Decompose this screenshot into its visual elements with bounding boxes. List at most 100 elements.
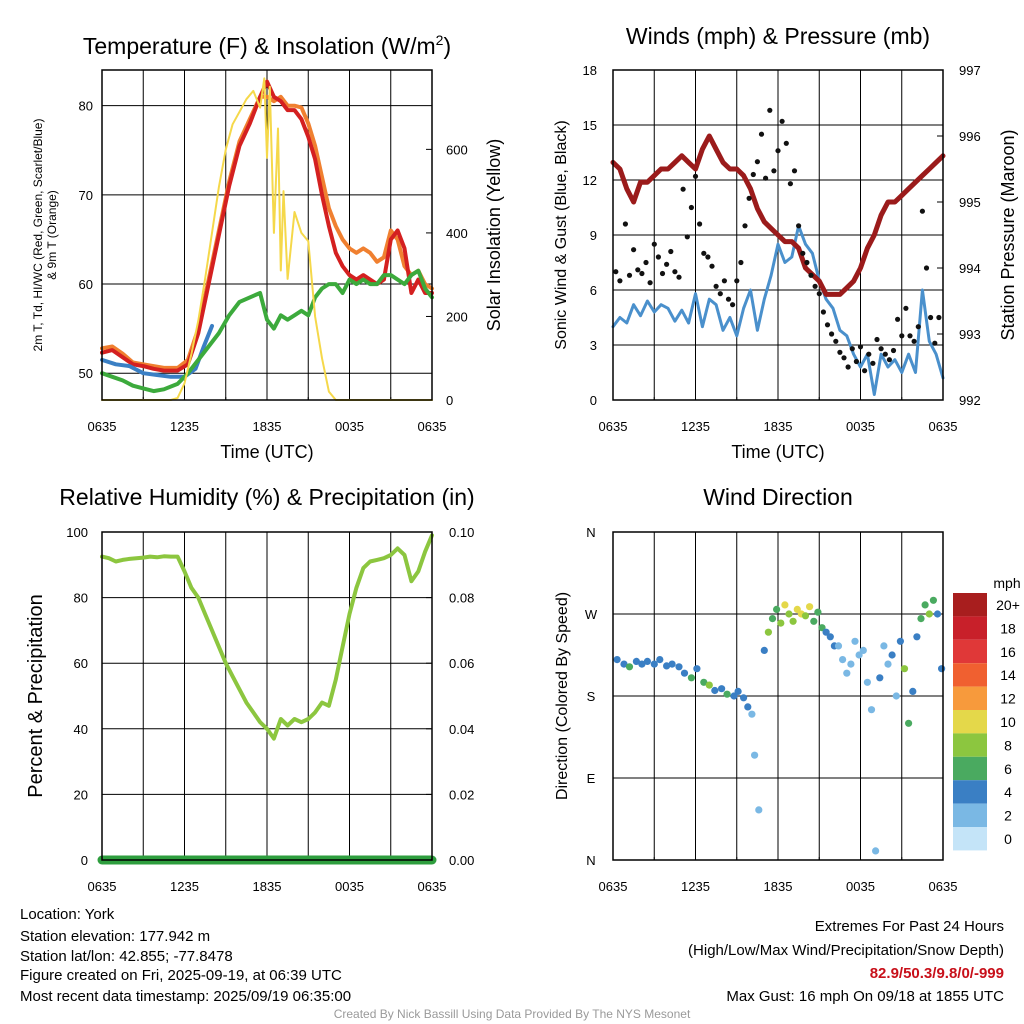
direction-point — [656, 656, 664, 664]
gust-point — [676, 274, 682, 280]
colorbar-label: 18 — [1000, 620, 1016, 636]
x-axis-label: Time (UTC) — [731, 442, 824, 462]
direction-point — [867, 706, 876, 714]
direction-point — [855, 651, 863, 659]
y-tick-label: 9 — [590, 228, 597, 243]
colorbar-label: 20+ — [996, 597, 1020, 613]
gust-point — [775, 148, 781, 154]
gust-point — [730, 302, 736, 308]
gust-point — [664, 261, 670, 267]
gust-point — [812, 283, 818, 289]
footer-location: Location: York — [20, 906, 115, 923]
direction-point — [847, 660, 855, 668]
gust-point — [688, 204, 695, 211]
direction-point — [834, 642, 843, 650]
y-tick-label: 0 — [81, 853, 88, 868]
direction-point — [789, 617, 797, 625]
y-tick-label: 70 — [79, 188, 93, 203]
footer-elevation: Station elevation: 177.942 m — [20, 928, 211, 945]
direction-point — [872, 847, 880, 855]
y-right-tick-label: 0.02 — [449, 787, 474, 802]
y-tick-label: 80 — [79, 99, 93, 114]
direction-point — [693, 665, 701, 673]
direction-point — [675, 663, 683, 671]
direction-point — [755, 806, 763, 814]
gust-point — [903, 305, 909, 311]
colorbar-label: 6 — [1004, 761, 1012, 777]
x-tick-label: 1835 — [253, 419, 282, 434]
footer-latlon: Station lat/lon: 42.855; -77.8478 — [20, 948, 233, 965]
direction-point — [884, 660, 892, 668]
direction-point — [793, 605, 801, 614]
extremes-subtitle: (High/Low/Max Wind/Precipitation/Snow De… — [688, 942, 1004, 959]
gust-point — [742, 223, 748, 229]
direction-point — [933, 610, 942, 618]
y-tick-label: 60 — [74, 656, 88, 671]
y-right-tick-label: 997 — [959, 63, 981, 78]
y-tick-label: W — [585, 607, 598, 622]
plot-frame — [612, 69, 944, 401]
y-tick-label: 60 — [79, 277, 93, 292]
y-axis-label-line1: 2m T, Td, HI/WC (Red, Green, Scarlet/Blu… — [31, 119, 45, 352]
gust-point — [692, 173, 699, 179]
plot-frame — [101, 69, 433, 401]
gust-point — [857, 344, 864, 350]
y-right-tick-label: 0.06 — [449, 656, 474, 671]
direction-point — [892, 692, 900, 700]
direction-point — [700, 678, 708, 686]
gust-point — [659, 270, 666, 277]
gust-point — [754, 159, 761, 165]
gust-point — [853, 358, 860, 365]
direction-point — [650, 660, 658, 668]
gust-point — [647, 280, 653, 286]
extremes-values: 82.9/50.3/9.8/0/-999 — [869, 965, 1004, 982]
direction-point — [859, 646, 867, 655]
direction-point — [744, 703, 752, 711]
gust-point — [886, 357, 893, 363]
direction-point — [843, 669, 851, 677]
colorbar-swatch — [953, 663, 987, 687]
direction-point — [801, 612, 810, 620]
y-tick-label: 40 — [74, 722, 88, 737]
direction-point — [723, 690, 731, 698]
direction-point — [921, 601, 929, 609]
chart-title: Temperature (F) & Insolation (W/m2) — [83, 32, 451, 59]
chart-title: Relative Humidity (%) & Precipitation (i… — [59, 484, 474, 510]
x-tick-label: 0035 — [335, 419, 364, 434]
gust-point — [849, 346, 855, 352]
chart-title: Wind Direction — [703, 484, 853, 510]
gust-point — [791, 168, 798, 174]
gust-point — [750, 171, 756, 178]
x-tick-label: 0635 — [599, 879, 628, 894]
extremes-title: Extremes For Past 24 Hours — [814, 918, 1004, 935]
direction-point — [638, 660, 646, 668]
colorbar-swatch — [953, 616, 987, 640]
direction-point — [777, 619, 785, 627]
x-tick-label: 0635 — [929, 419, 958, 434]
y-tick-label: N — [586, 853, 595, 868]
direction-point — [718, 685, 726, 693]
gust-point — [862, 368, 868, 374]
gust-point — [845, 364, 851, 370]
x-tick-label: 1835 — [253, 879, 282, 894]
gust-point — [816, 291, 822, 297]
direction-point — [880, 642, 888, 650]
series-line-td — [100, 268, 434, 394]
gust-point — [684, 234, 690, 240]
y-tick-label: 50 — [79, 366, 93, 381]
x-axis-label: Time (UTC) — [220, 442, 313, 462]
gust-point — [705, 254, 711, 260]
direction-point — [785, 610, 793, 618]
gust-point — [808, 272, 814, 278]
colorbar-swatch — [953, 639, 987, 664]
y-right-tick-label: 996 — [959, 129, 981, 144]
gust-point — [936, 314, 942, 321]
y-right-axis-label: Station Pressure (Maroon) — [998, 129, 1018, 340]
colorbar-label: 10 — [1000, 714, 1016, 730]
gust-point — [837, 349, 843, 355]
gust-point — [643, 259, 649, 266]
y-tick-label: 6 — [590, 283, 597, 298]
colorbar-label: 14 — [1000, 667, 1016, 683]
direction-point — [680, 669, 689, 677]
x-tick-label: 0635 — [88, 419, 117, 434]
